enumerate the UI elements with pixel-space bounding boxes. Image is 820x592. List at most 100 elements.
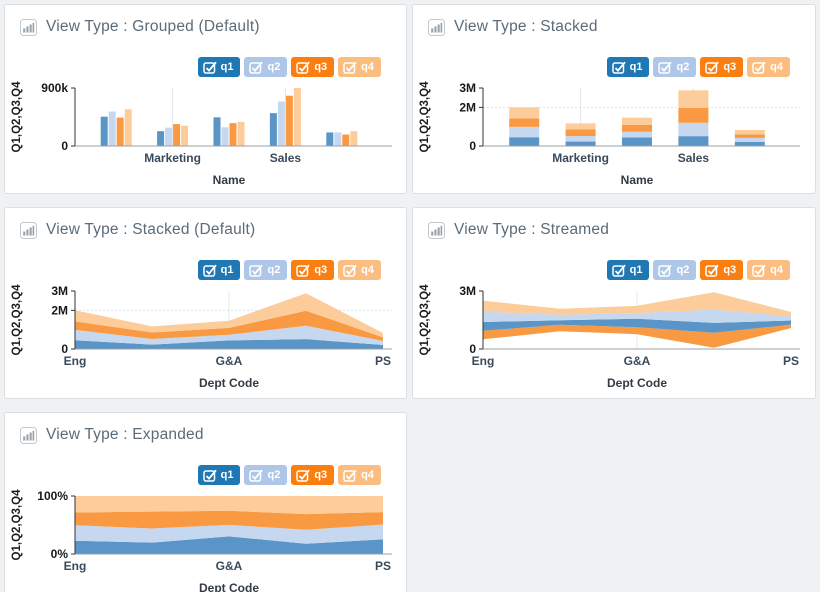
bar-chart-icon xyxy=(20,221,37,239)
legend-item-q3[interactable]: q3 xyxy=(291,465,335,485)
legend-item-q4[interactable]: q4 xyxy=(747,57,790,77)
legend-item-q4[interactable]: q4 xyxy=(747,260,790,280)
legend-item-q4[interactable]: q4 xyxy=(338,465,381,485)
legend-item-label: q4 xyxy=(361,264,374,276)
svg-text:G&A: G&A xyxy=(624,354,651,368)
checkbox-checked-icon xyxy=(296,469,311,482)
panel-title: View Type : Streamed xyxy=(454,221,610,238)
legend-item-label: q4 xyxy=(770,61,783,73)
svg-text:Sales: Sales xyxy=(678,151,710,165)
checkbox-checked-icon xyxy=(249,264,264,277)
checkbox-checked-icon xyxy=(611,61,626,74)
svg-text:0: 0 xyxy=(61,342,68,356)
legend-item-label: q4 xyxy=(361,61,374,73)
checkbox-checked-icon xyxy=(658,61,673,74)
legend-item-q1[interactable]: q1 xyxy=(606,57,650,77)
legend: q1 q2 q3 q4 xyxy=(5,465,381,485)
legend-item-q1[interactable]: q1 xyxy=(197,465,241,485)
legend-item-label: q4 xyxy=(361,469,374,481)
legend-item-label: q2 xyxy=(676,61,690,73)
checkbox-checked-icon xyxy=(343,61,357,74)
svg-text:G&A: G&A xyxy=(216,559,243,573)
bar-chart-icon xyxy=(20,426,37,444)
legend-item-label: q2 xyxy=(267,469,281,481)
checkbox-checked-icon xyxy=(202,469,217,482)
legend-item-q3[interactable]: q3 xyxy=(291,57,335,77)
panel-stacked: View Type : Stacked q1 q2 q3 q4 3M 2M 0 Market… xyxy=(412,4,816,194)
checkbox-checked-icon xyxy=(296,264,311,277)
legend-item-q1[interactable]: q1 xyxy=(197,260,241,280)
legend-item-label: q3 xyxy=(723,61,737,73)
svg-text:Q1,Q2,Q3,Q4: Q1,Q2,Q3,Q4 xyxy=(419,81,431,153)
legend-item-label: q3 xyxy=(723,264,737,276)
legend-item-q2[interactable]: q2 xyxy=(653,260,697,280)
legend-item-label: q2 xyxy=(267,264,281,276)
legend-item-label: q1 xyxy=(220,264,234,276)
panel-header: View Type : Expanded xyxy=(5,413,406,444)
legend: q1 q2 q3 q4 xyxy=(413,260,790,280)
svg-text:0: 0 xyxy=(469,342,476,356)
checkbox-checked-icon xyxy=(705,264,720,277)
panel-streamed: View Type : Streamed q1 q2 q3 q4 3M 0 Eng G&A P… xyxy=(412,207,816,399)
svg-text:Sales: Sales xyxy=(270,151,302,165)
legend-item-q1[interactable]: q1 xyxy=(197,57,241,77)
legend-item-label: q4 xyxy=(770,264,783,276)
svg-text:Eng: Eng xyxy=(64,354,87,368)
checkbox-checked-icon xyxy=(202,61,217,74)
legend-item-label: q3 xyxy=(314,469,328,481)
legend-item-q2[interactable]: q2 xyxy=(244,260,288,280)
legend-item-q4[interactable]: q4 xyxy=(338,57,381,77)
panel-expanded: View Type : Expanded q1 q2 q3 q4 100% 0% Eng G… xyxy=(4,412,407,592)
svg-text:Dept Code: Dept Code xyxy=(607,376,667,390)
svg-text:PS: PS xyxy=(783,354,799,368)
legend-item-label: q3 xyxy=(314,264,328,276)
legend-item-q3[interactable]: q3 xyxy=(291,260,335,280)
bar-chart-icon xyxy=(20,18,37,36)
legend-item-q2[interactable]: q2 xyxy=(653,57,697,77)
svg-text:2M: 2M xyxy=(459,100,476,114)
checkbox-checked-icon xyxy=(249,469,264,482)
svg-text:Marketing: Marketing xyxy=(552,151,609,165)
legend-item-label: q1 xyxy=(629,61,643,73)
svg-text:900k: 900k xyxy=(41,81,68,95)
panel-title: View Type : Stacked xyxy=(454,18,598,35)
panel-grouped-default: View Type : Grouped (Default) q1 q2 q3 q4 9… xyxy=(4,4,407,194)
svg-text:0: 0 xyxy=(61,139,68,153)
svg-text:Eng: Eng xyxy=(64,559,87,573)
panel-title: View Type : Expanded xyxy=(46,426,204,443)
svg-text:Q1,Q2,Q3,Q4: Q1,Q2,Q3,Q4 xyxy=(11,489,23,561)
svg-text:PS: PS xyxy=(375,559,391,573)
svg-text:0: 0 xyxy=(469,139,476,153)
svg-text:Q1,Q2,Q3,Q4: Q1,Q2,Q3,Q4 xyxy=(11,284,23,356)
panel-header: View Type : Stacked xyxy=(413,5,815,36)
svg-text:Marketing: Marketing xyxy=(144,151,201,165)
svg-text:Name: Name xyxy=(213,173,246,187)
legend-item-q2[interactable]: q2 xyxy=(244,57,288,77)
legend-item-q4[interactable]: q4 xyxy=(338,260,381,280)
svg-text:2M: 2M xyxy=(51,303,68,317)
legend: q1 q2 q3 q4 xyxy=(5,260,381,280)
panel-header: View Type : Streamed xyxy=(413,208,815,239)
bar-chart-icon xyxy=(428,221,445,239)
legend-item-q3[interactable]: q3 xyxy=(700,57,744,77)
legend-item-label: q2 xyxy=(267,61,281,73)
bar-chart-icon xyxy=(428,18,445,36)
checkbox-checked-icon xyxy=(343,469,357,482)
svg-text:Name: Name xyxy=(621,173,654,187)
checkbox-checked-icon xyxy=(611,264,626,277)
legend-item-label: q1 xyxy=(220,61,234,73)
legend: q1 q2 q3 q4 xyxy=(5,57,381,77)
checkbox-checked-icon xyxy=(752,264,766,277)
legend-item-q1[interactable]: q1 xyxy=(606,260,650,280)
legend-item-q2[interactable]: q2 xyxy=(244,465,288,485)
panel-header: View Type : Stacked (Default) xyxy=(5,208,406,239)
legend-item-q3[interactable]: q3 xyxy=(700,260,744,280)
legend-item-label: q3 xyxy=(314,61,328,73)
svg-text:Dept Code: Dept Code xyxy=(199,376,259,390)
svg-text:3M: 3M xyxy=(51,284,68,298)
svg-text:3M: 3M xyxy=(459,81,476,95)
panel-stacked-default: View Type : Stacked (Default) q1 q2 q3 q4 3… xyxy=(4,207,407,399)
